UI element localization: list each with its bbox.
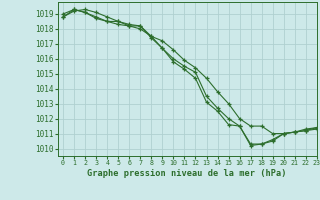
X-axis label: Graphe pression niveau de la mer (hPa): Graphe pression niveau de la mer (hPa) [87,169,287,178]
